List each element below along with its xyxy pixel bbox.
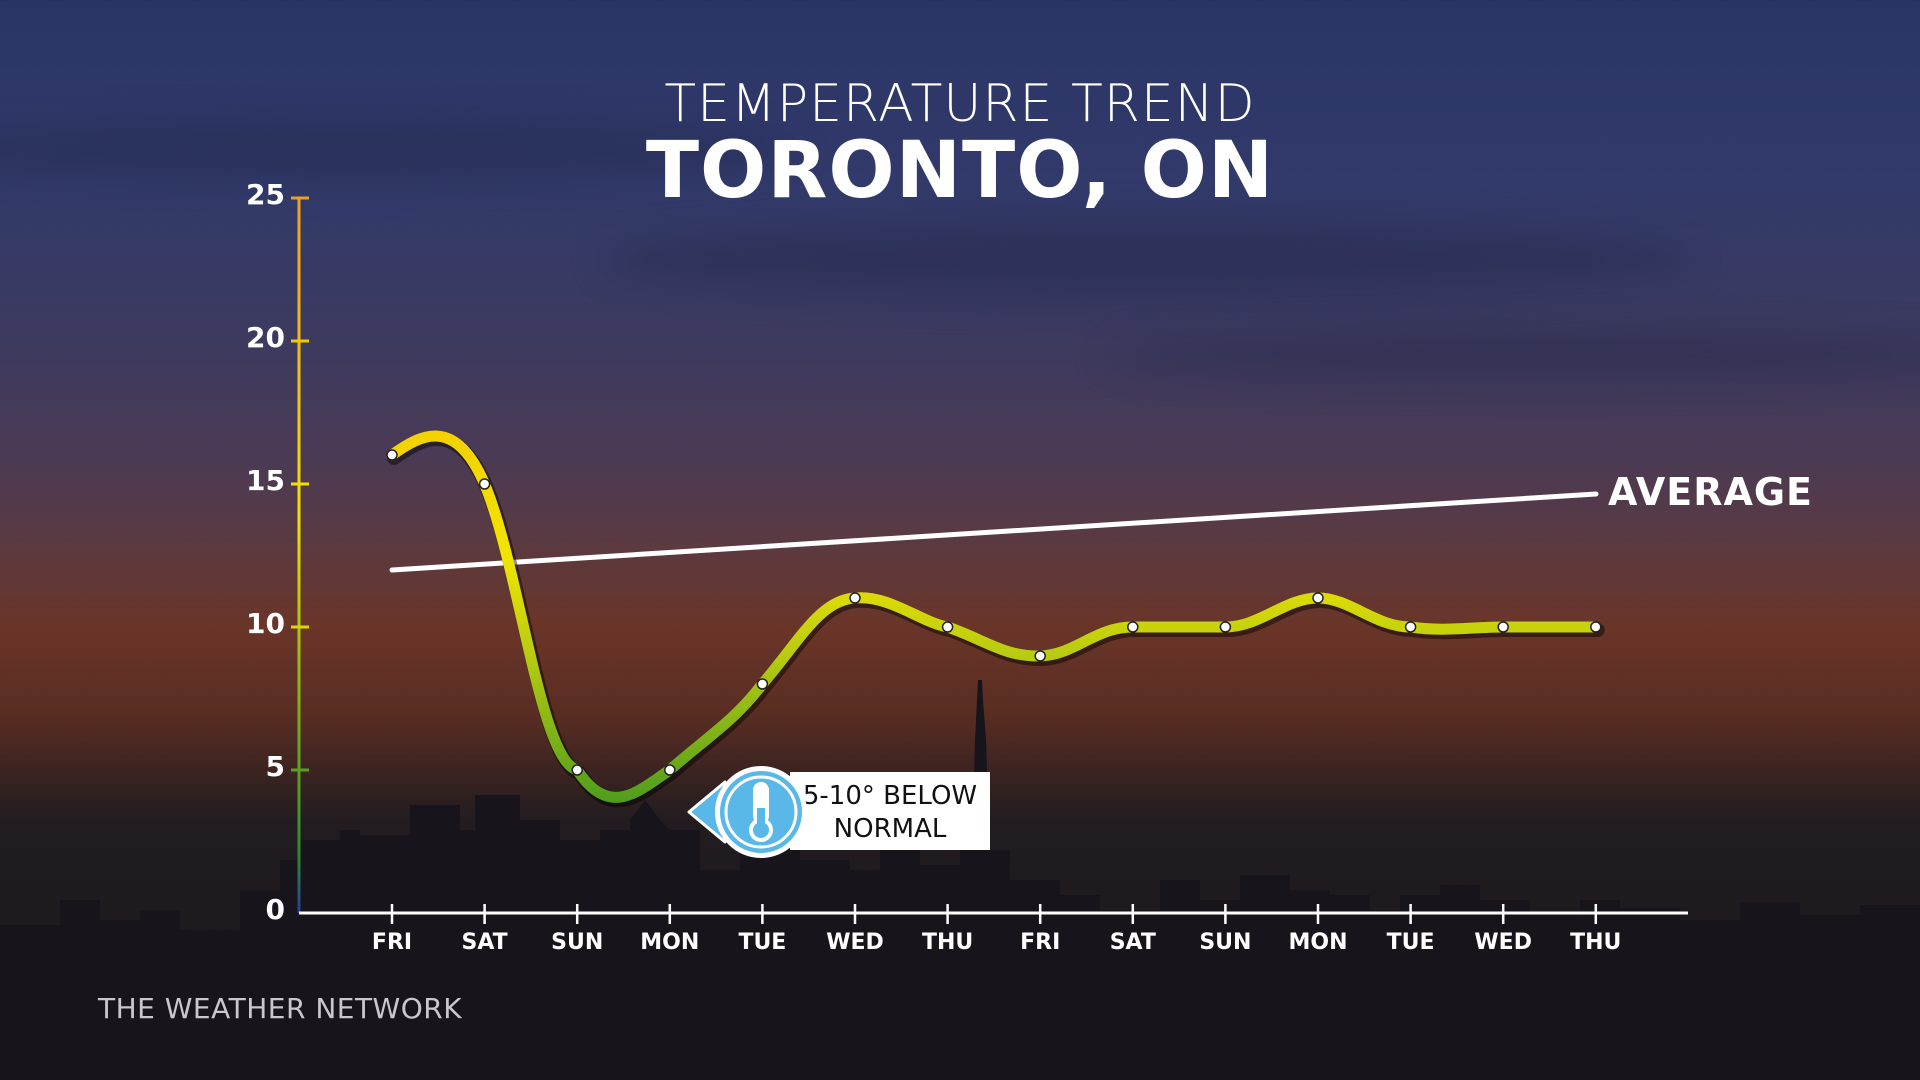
chart-title: TORONTO, ON bbox=[645, 126, 1275, 216]
x-tick-label: SAT bbox=[1109, 930, 1156, 955]
x-tick-label: THU bbox=[921, 930, 974, 955]
cloud-streak bbox=[0, 120, 800, 180]
y-tick-label: 20 bbox=[246, 321, 285, 354]
callout-line-1: 5-10° BELOW bbox=[802, 781, 978, 811]
x-tick-label: SUN bbox=[1199, 930, 1252, 955]
cloud-streak bbox=[600, 220, 1700, 300]
callout-box: 5-10° BELOW NORMAL bbox=[790, 772, 990, 850]
city-skyline bbox=[0, 680, 1920, 1080]
callout-line-2: NORMAL bbox=[833, 814, 947, 844]
x-tick-label: TUE bbox=[1386, 930, 1435, 955]
y-tick-label: 15 bbox=[246, 464, 285, 497]
forecast-line bbox=[386, 430, 1602, 803]
y-tick-label: 5 bbox=[265, 750, 285, 783]
callout-text: 5-10° BELOW NORMAL bbox=[790, 780, 990, 846]
x-tick-label: SAT bbox=[461, 930, 508, 955]
average-line bbox=[389, 491, 1599, 573]
x-tick-label: FRI bbox=[371, 930, 413, 955]
data-points bbox=[386, 449, 1602, 776]
y-tick-label: 25 bbox=[246, 178, 285, 211]
thermometer-icon bbox=[687, 766, 807, 858]
brand-watermark: THE WEATHER NETWORK bbox=[98, 992, 463, 1025]
y-tick-label: 10 bbox=[246, 607, 285, 640]
forecast-line-shadow bbox=[387, 432, 1605, 808]
x-tick-label: WED bbox=[1474, 930, 1532, 955]
average-label: AVERAGE bbox=[1608, 470, 1814, 514]
x-tick-label: FRI bbox=[1020, 930, 1061, 955]
y-tick-label: 0 bbox=[265, 893, 285, 926]
x-tick-label: TUE bbox=[738, 930, 787, 955]
y-axis bbox=[291, 196, 309, 913]
x-tick-label: MON bbox=[640, 930, 700, 955]
x-tick-label: THU bbox=[1570, 930, 1622, 955]
x-tick-label: WED bbox=[826, 930, 884, 955]
x-axis bbox=[299, 904, 1688, 924]
cloud-streak bbox=[1100, 330, 1920, 380]
x-tick-label: SUN bbox=[551, 930, 604, 955]
x-tick-label: MON bbox=[1288, 930, 1348, 955]
chart-subtitle: TEMPERATURE TREND bbox=[664, 74, 1256, 134]
below-normal-callout: 5-10° BELOW NORMAL bbox=[685, 760, 995, 860]
